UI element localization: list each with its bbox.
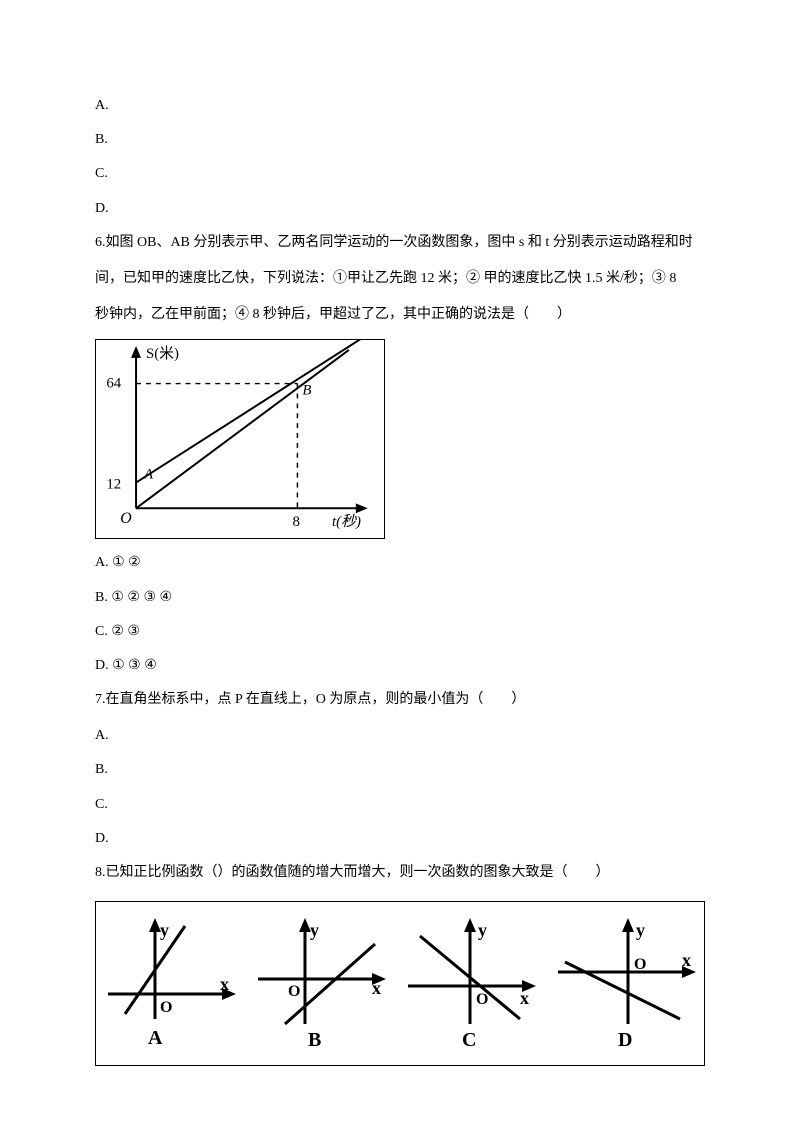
svg-text:O: O	[476, 991, 488, 1008]
q6-line1: 6.如图 OB、AB 分别表示甲、乙两名同学运动的一次函数图象，图中 s 和 t…	[95, 227, 705, 259]
q5-option-b: B.	[95, 124, 705, 156]
x-axis-label: t(秒)	[332, 513, 361, 530]
q8-graph-a: y x O A	[100, 914, 250, 1054]
svg-text:x: x	[220, 974, 229, 994]
point-a-label: A	[143, 467, 154, 483]
q6-option-b: B. ① ② ③ ④	[95, 582, 705, 614]
q8-graph-container: y x O A y x O B y x O C	[95, 901, 705, 1066]
q5-option-a: A.	[95, 90, 705, 122]
y-axis-label: S(米)	[146, 345, 179, 362]
svg-text:C: C	[462, 1029, 476, 1051]
origin-label: O	[120, 510, 132, 527]
svg-text:x: x	[682, 950, 691, 970]
svg-text:A: A	[148, 1027, 163, 1049]
q8-graph-c: y x O C	[400, 914, 550, 1054]
svg-text:x: x	[520, 988, 529, 1008]
q6-option-d: D. ① ③ ④	[95, 650, 705, 682]
svg-text:y: y	[310, 920, 319, 940]
q6-line3: 秒钟内，乙在甲前面；④ 8 秒钟后，甲超过了乙，其中正确的说法是（ ）	[95, 299, 705, 331]
q6-graph: O S(米) t(秒) 64 12 8 A B	[95, 339, 385, 539]
svg-text:O: O	[288, 983, 300, 1000]
q5-option-c: C.	[95, 158, 705, 190]
q6-line2: 间，已知甲的速度比乙快，下列说法：①甲让乙先跑 12 米；② 甲的速度比乙快 1…	[95, 263, 705, 295]
q7-option-a: A.	[95, 720, 705, 752]
q8-graph-b: y x O B	[250, 914, 400, 1054]
svg-text:B: B	[308, 1029, 321, 1051]
svg-text:O: O	[634, 956, 646, 973]
q8-text: 8.已知正比例函数（）的函数值随的增大而增大，则一次函数的图象大致是（ ）	[95, 857, 705, 889]
q7-text: 7.在直角坐标系中，点 P 在直线上，O 为原点，则的最小值为（ ）	[95, 684, 705, 716]
svg-text:D: D	[618, 1029, 632, 1051]
q7-option-d: D.	[95, 823, 705, 855]
q5-option-d: D.	[95, 193, 705, 225]
q8-graph-d: y x O D	[550, 914, 700, 1054]
q7-option-b: B.	[95, 754, 705, 786]
q6-option-a: A. ① ②	[95, 547, 705, 579]
x-tick-8: 8	[292, 514, 299, 530]
svg-text:y: y	[636, 920, 645, 940]
y-tick-64: 64	[106, 376, 121, 392]
q6-option-c: C. ② ③	[95, 616, 705, 648]
svg-text:O: O	[160, 999, 172, 1016]
svg-text:y: y	[160, 920, 169, 940]
q7-option-c: C.	[95, 789, 705, 821]
point-b-label: B	[302, 383, 311, 399]
svg-text:x: x	[372, 978, 381, 998]
y-tick-12: 12	[106, 477, 121, 493]
svg-text:y: y	[478, 920, 487, 940]
